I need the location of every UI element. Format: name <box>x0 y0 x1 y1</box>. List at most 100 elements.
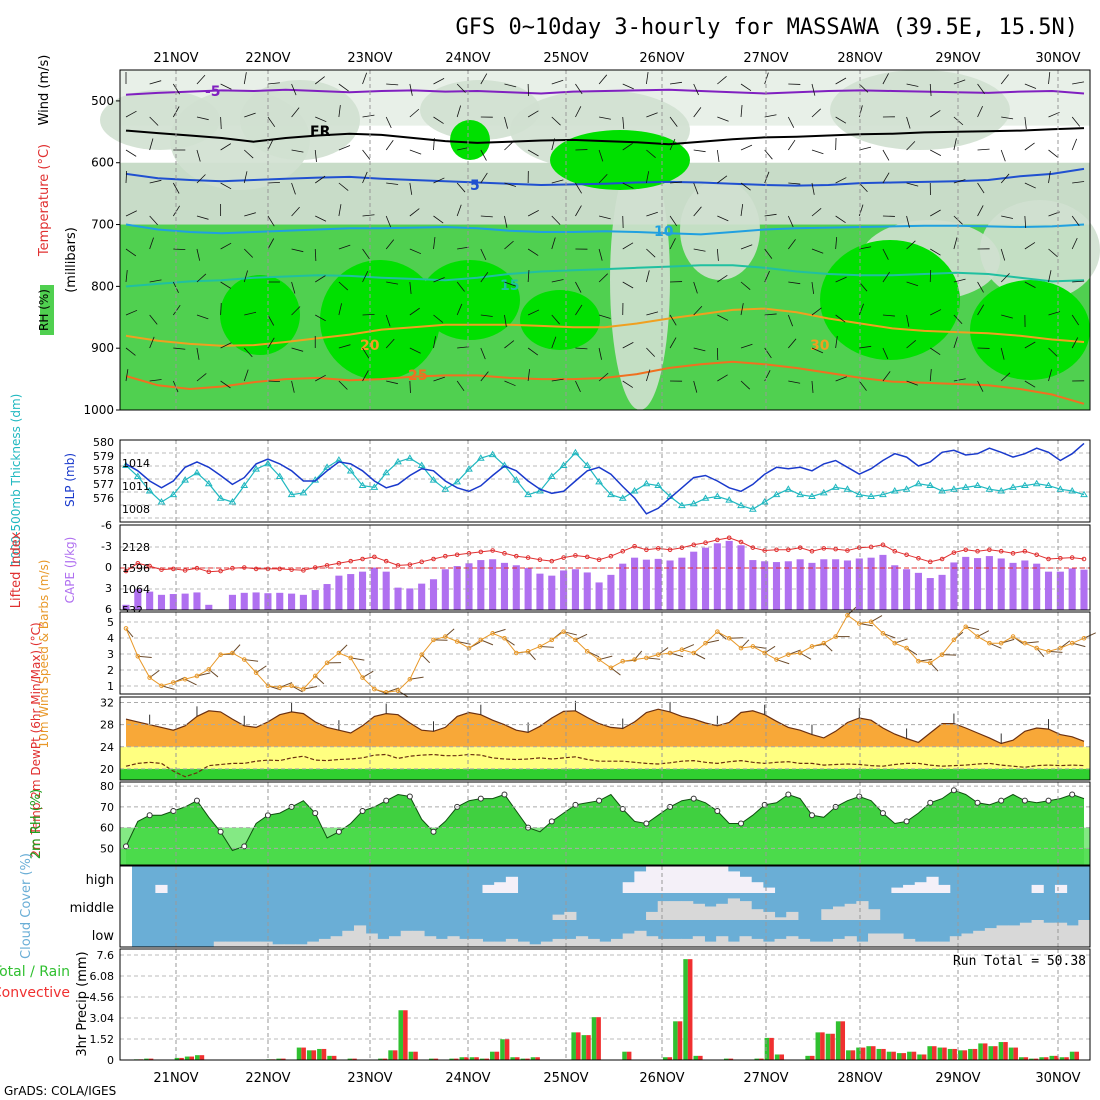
thickness-marker <box>725 496 734 503</box>
wind-speed-marker <box>372 686 377 692</box>
wind-barb <box>787 314 793 327</box>
y-tick-label-left: -3 <box>101 540 112 553</box>
precip-total-bar <box>662 1057 668 1060</box>
wind-barb <box>350 657 365 661</box>
wind-barb <box>386 281 399 285</box>
wind-speed-marker <box>123 626 129 631</box>
cloud-low-bar <box>389 936 402 947</box>
panel-frame <box>119 865 1091 948</box>
y-tick-label-right: 1064 <box>122 583 150 596</box>
wind-barb <box>125 210 137 217</box>
thickness-marker <box>961 483 970 490</box>
wind-barb <box>504 215 508 228</box>
wind-barb <box>291 281 296 294</box>
wind-barb <box>740 105 743 118</box>
li-marker <box>596 557 602 563</box>
thickness-marker <box>512 476 521 483</box>
wind-barb <box>575 380 581 393</box>
wind-barb <box>220 281 232 289</box>
wind-barb <box>622 242 634 250</box>
precip-conv-bar <box>1074 1051 1079 1060</box>
thickness-marker <box>890 487 899 494</box>
wind-barb <box>598 215 611 220</box>
thickness-marker <box>358 481 367 489</box>
wind-barb <box>1000 149 1006 162</box>
precip-total-bar <box>459 1057 465 1060</box>
li-marker <box>525 555 531 560</box>
li-marker <box>407 562 413 567</box>
precip-conv-bar <box>870 1046 876 1060</box>
cloud-low-bar <box>272 944 285 947</box>
wind-barb <box>977 83 985 94</box>
cloud-high-bar <box>926 876 939 893</box>
cape-bar <box>631 557 639 610</box>
wind-barb <box>125 369 129 382</box>
wind-barb <box>551 179 564 184</box>
wind-barb <box>362 347 370 359</box>
li-marker <box>703 540 708 546</box>
wind-speed-marker <box>845 612 850 618</box>
thickness-marker <box>1044 481 1053 489</box>
rh-marker <box>501 791 508 798</box>
wind-barb <box>291 149 304 153</box>
date-label-bottom: 22NOV <box>245 1071 290 1086</box>
wind-speed-marker <box>809 644 815 649</box>
wind-speed-marker <box>939 652 945 657</box>
precip-total-bar <box>408 1051 414 1060</box>
wind-barb <box>693 107 702 118</box>
precip-total-bar <box>927 1046 932 1060</box>
thickness-marker <box>819 488 828 496</box>
li-marker <box>998 548 1004 554</box>
cloud-high-bar <box>727 871 741 893</box>
rh-moist-patch <box>520 290 600 350</box>
rh-marker <box>738 820 745 827</box>
wind-barb <box>243 270 248 283</box>
wind-speed-marker <box>218 652 223 657</box>
thickness-marker <box>441 485 450 492</box>
wind-barb <box>598 273 608 283</box>
cloud-low-bar <box>856 941 869 947</box>
precip-conv-bar <box>433 1058 439 1060</box>
wind-barb <box>267 82 280 85</box>
wind-speed-marker <box>975 634 980 639</box>
rh-marker <box>335 828 342 835</box>
precip-total-bar <box>530 1057 536 1060</box>
wind-barb <box>835 314 846 323</box>
y-tick-label: 32 <box>100 697 114 710</box>
rh-marker <box>927 799 934 806</box>
wind-barb <box>385 215 392 228</box>
rh-legend-swatch <box>40 285 54 335</box>
date-label-top: 26NOV <box>639 51 684 66</box>
cape-bar <box>276 592 284 610</box>
precip-conv-bar <box>860 1047 866 1060</box>
precip-total-bar <box>571 1032 576 1060</box>
date-label-top: 23NOV <box>347 51 392 66</box>
precip-conv-bar <box>1064 1057 1069 1060</box>
precip-total-bar <box>774 1054 780 1060</box>
wind-barb <box>811 281 815 294</box>
li-marker <box>667 547 673 553</box>
wind-speed-marker <box>147 675 152 680</box>
rh-marker <box>1045 797 1052 804</box>
wind-speed-marker <box>230 650 235 656</box>
cloud-low-bar <box>704 941 717 947</box>
cloud-low-bar <box>540 941 554 947</box>
wind-barb <box>977 105 983 118</box>
li-marker <box>194 565 200 571</box>
wind-barb <box>977 281 984 293</box>
wind-barb <box>1048 650 1063 653</box>
date-label-bottom: 21NOV <box>153 1071 198 1086</box>
precip-total-bar <box>937 1047 943 1060</box>
cape-bar <box>926 578 934 610</box>
wind-barb <box>835 237 838 250</box>
precip-conv-bar <box>891 1051 896 1060</box>
panel-background <box>120 949 1090 1060</box>
wind-barb <box>858 380 867 391</box>
wind-barb <box>315 314 326 322</box>
cape-bar <box>406 588 414 610</box>
wind-barb <box>835 336 838 349</box>
cloud-low-bar <box>832 938 846 947</box>
wind-speed-marker <box>797 650 803 656</box>
